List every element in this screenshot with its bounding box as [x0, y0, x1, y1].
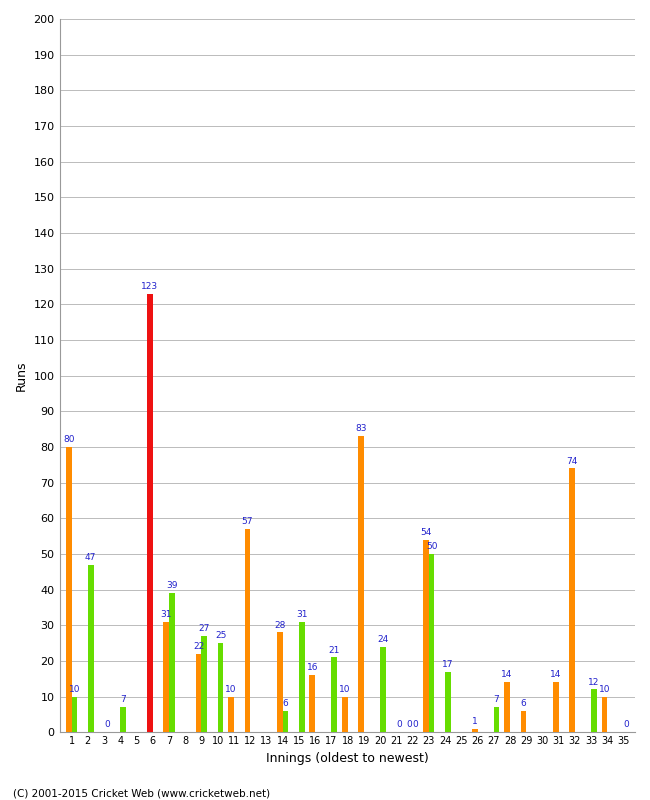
Text: 12: 12	[588, 678, 600, 686]
Bar	[66, 447, 72, 732]
Text: 7: 7	[494, 695, 499, 705]
Text: 16: 16	[307, 663, 318, 672]
Bar	[147, 294, 153, 732]
Text: 47: 47	[85, 553, 96, 562]
Bar	[445, 672, 450, 732]
Bar	[72, 697, 77, 732]
Text: 57: 57	[242, 517, 253, 526]
Text: 0: 0	[396, 721, 402, 730]
Text: 28: 28	[274, 621, 285, 630]
Bar	[169, 593, 175, 732]
Text: 0: 0	[413, 721, 419, 730]
Text: 25: 25	[215, 631, 226, 640]
Text: 22: 22	[193, 642, 204, 651]
Bar	[277, 633, 283, 732]
Text: (C) 2001-2015 Cricket Web (www.cricketweb.net): (C) 2001-2015 Cricket Web (www.cricketwe…	[13, 788, 270, 798]
Bar	[196, 654, 202, 732]
Bar	[358, 436, 364, 732]
Bar	[202, 636, 207, 732]
Text: 27: 27	[199, 624, 210, 633]
Text: 7: 7	[120, 695, 126, 705]
Bar	[244, 529, 250, 732]
Bar	[88, 565, 94, 732]
Text: 31: 31	[161, 610, 172, 619]
Text: 0: 0	[623, 721, 629, 730]
Text: 10: 10	[339, 685, 350, 694]
Bar	[602, 697, 607, 732]
Text: 6: 6	[283, 699, 289, 708]
Text: 74: 74	[566, 457, 578, 466]
Bar	[163, 622, 169, 732]
Text: 54: 54	[421, 528, 432, 537]
Text: 10: 10	[599, 685, 610, 694]
Bar	[283, 711, 289, 732]
Bar	[228, 697, 234, 732]
Text: 14: 14	[550, 670, 562, 679]
Text: 1: 1	[472, 717, 478, 726]
Bar	[504, 682, 510, 732]
X-axis label: Innings (oldest to newest): Innings (oldest to newest)	[266, 752, 429, 765]
Bar	[309, 675, 315, 732]
Bar	[332, 658, 337, 732]
Text: 39: 39	[166, 582, 177, 590]
Text: 6: 6	[521, 699, 526, 708]
Bar	[120, 707, 126, 732]
Text: 21: 21	[328, 646, 340, 654]
Bar	[521, 711, 526, 732]
Text: 10: 10	[226, 685, 237, 694]
Text: 80: 80	[63, 435, 75, 444]
Bar	[342, 697, 348, 732]
Bar	[299, 622, 305, 732]
Bar	[494, 707, 499, 732]
Bar	[380, 646, 385, 732]
Text: 50: 50	[426, 542, 437, 551]
Bar	[553, 682, 559, 732]
Bar	[423, 540, 429, 732]
Text: 0: 0	[407, 721, 413, 730]
Text: 83: 83	[356, 425, 367, 434]
Text: 31: 31	[296, 610, 307, 619]
Bar	[429, 554, 434, 732]
Text: 24: 24	[377, 635, 389, 644]
Bar	[591, 690, 597, 732]
Text: 17: 17	[442, 660, 454, 669]
Text: 0: 0	[104, 721, 110, 730]
Text: 10: 10	[69, 685, 80, 694]
Bar	[472, 729, 478, 732]
Text: 123: 123	[142, 282, 159, 290]
Bar	[569, 468, 575, 732]
Bar	[218, 643, 224, 732]
Text: 14: 14	[501, 670, 513, 679]
Y-axis label: Runs: Runs	[15, 360, 28, 391]
